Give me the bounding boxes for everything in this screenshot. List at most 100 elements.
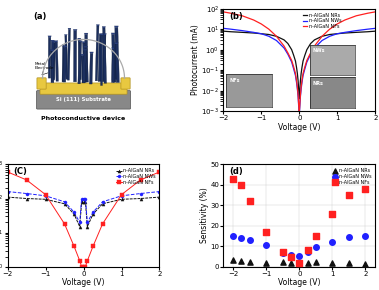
Text: Photoconductive device: Photoconductive device — [41, 116, 126, 121]
n-AlGaN NFs — [296, 260, 302, 265]
n-AlGaN NRs — [297, 91, 301, 94]
X-axis label: Voltage (V): Voltage (V) — [62, 278, 105, 287]
Polygon shape — [51, 41, 54, 83]
n-AlGaN NWs — [72, 210, 76, 214]
n-AlGaN NRs — [298, 91, 302, 94]
n-AlGaN NWs — [263, 243, 269, 248]
n-AlGaN NFs — [335, 22, 340, 26]
n-AlGaN NRs — [343, 31, 347, 35]
n-AlGaN NFs — [251, 18, 256, 22]
n-AlGaN NFs — [119, 193, 124, 196]
n-AlGaN NWs — [299, 87, 304, 91]
Polygon shape — [48, 37, 51, 78]
Polygon shape — [82, 41, 86, 43]
n-AlGaN NFs — [72, 244, 76, 248]
n-AlGaN NWs — [300, 81, 304, 85]
n-AlGaN NRs — [320, 35, 324, 38]
n-AlGaN NWs — [354, 29, 359, 32]
n-AlGaN NFs — [354, 14, 359, 17]
n-AlGaN NFs — [83, 265, 88, 269]
n-AlGaN NWs — [81, 197, 86, 200]
Polygon shape — [115, 28, 119, 82]
n-AlGaN NRs — [296, 260, 302, 265]
n-AlGaN NRs — [85, 225, 89, 229]
n-AlGaN NWs — [309, 52, 313, 56]
n-AlGaN NFs — [303, 65, 307, 68]
n-AlGaN NRs — [157, 195, 162, 199]
n-AlGaN NWs — [238, 236, 244, 240]
n-AlGaN NWs — [100, 200, 105, 204]
Polygon shape — [96, 24, 99, 26]
n-AlGaN NRs — [119, 197, 124, 201]
Polygon shape — [81, 56, 85, 83]
n-AlGaN NFs — [300, 79, 304, 83]
n-AlGaN NRs — [305, 48, 309, 51]
Polygon shape — [100, 34, 103, 35]
n-AlGaN NRs — [286, 42, 290, 45]
Line: n-AlGaN NRs: n-AlGaN NRs — [6, 195, 161, 228]
n-AlGaN NWs — [295, 87, 300, 91]
n-AlGaN NRs — [301, 59, 305, 63]
n-AlGaN NWs — [157, 190, 162, 193]
Y-axis label: Photocurrent (mA): Photocurrent (mA) — [191, 25, 200, 95]
n-AlGaN NRs — [362, 261, 368, 266]
n-AlGaN NRs — [72, 212, 76, 216]
n-AlGaN NWs — [301, 74, 305, 77]
n-AlGaN NWs — [138, 192, 143, 195]
Text: (d): (d) — [229, 167, 243, 176]
n-AlGaN NWs — [266, 35, 271, 38]
n-AlGaN NRs — [247, 259, 253, 264]
n-AlGaN NWs — [293, 74, 298, 77]
n-AlGaN NWs — [259, 32, 263, 35]
Polygon shape — [111, 33, 115, 35]
n-AlGaN NWs — [290, 60, 294, 64]
n-AlGaN NWs — [85, 221, 89, 224]
n-AlGaN NRs — [346, 260, 352, 265]
n-AlGaN NWs — [320, 39, 324, 42]
n-AlGaN NFs — [320, 35, 324, 38]
n-AlGaN NFs — [295, 85, 300, 89]
n-AlGaN NFs — [296, 93, 301, 97]
n-AlGaN NWs — [296, 253, 302, 258]
n-AlGaN NWs — [327, 35, 332, 38]
n-AlGaN NRs — [365, 30, 370, 33]
n-AlGaN NRs — [294, 66, 299, 70]
Polygon shape — [112, 49, 114, 80]
n-AlGaN NFs — [229, 12, 233, 15]
FancyBboxPatch shape — [37, 78, 46, 89]
Text: Si (111) Substrate: Si (111) Substrate — [56, 97, 111, 102]
n-AlGaN NRs — [24, 197, 29, 200]
n-AlGaN NWs — [77, 221, 82, 224]
n-AlGaN NFs — [138, 178, 143, 182]
Polygon shape — [102, 35, 106, 82]
Polygon shape — [50, 50, 54, 51]
FancyBboxPatch shape — [40, 83, 127, 94]
Polygon shape — [83, 43, 86, 82]
Polygon shape — [82, 51, 86, 83]
n-AlGaN NFs — [81, 265, 86, 269]
n-AlGaN NWs — [79, 197, 84, 200]
FancyBboxPatch shape — [121, 78, 130, 89]
n-AlGaN NRs — [312, 38, 317, 42]
n-AlGaN NRs — [303, 53, 307, 57]
n-AlGaN NFs — [221, 10, 226, 14]
n-AlGaN NRs — [298, 79, 303, 83]
Y-axis label: Sensitivity (%): Sensitivity (%) — [200, 188, 209, 244]
n-AlGaN NWs — [119, 194, 124, 197]
n-AlGaN NFs — [313, 234, 319, 238]
Legend: n-AlGaN NRs, n-AlGaN NWs, n-AlGaN NFs: n-AlGaN NRs, n-AlGaN NWs, n-AlGaN NFs — [114, 167, 157, 186]
n-AlGaN NFs — [373, 10, 377, 14]
X-axis label: Voltage (V): Voltage (V) — [278, 278, 321, 287]
n-AlGaN NFs — [280, 250, 286, 255]
Polygon shape — [68, 28, 71, 30]
n-AlGaN NWs — [304, 250, 310, 255]
n-AlGaN NWs — [303, 67, 307, 70]
n-AlGaN NWs — [274, 39, 279, 42]
Polygon shape — [48, 36, 51, 37]
n-AlGaN NRs — [221, 29, 226, 33]
Text: Metal
Electrode: Metal Electrode — [34, 61, 54, 70]
Polygon shape — [103, 28, 106, 83]
Polygon shape — [83, 49, 87, 51]
n-AlGaN NFs — [24, 178, 29, 182]
n-AlGaN NRs — [91, 212, 95, 216]
